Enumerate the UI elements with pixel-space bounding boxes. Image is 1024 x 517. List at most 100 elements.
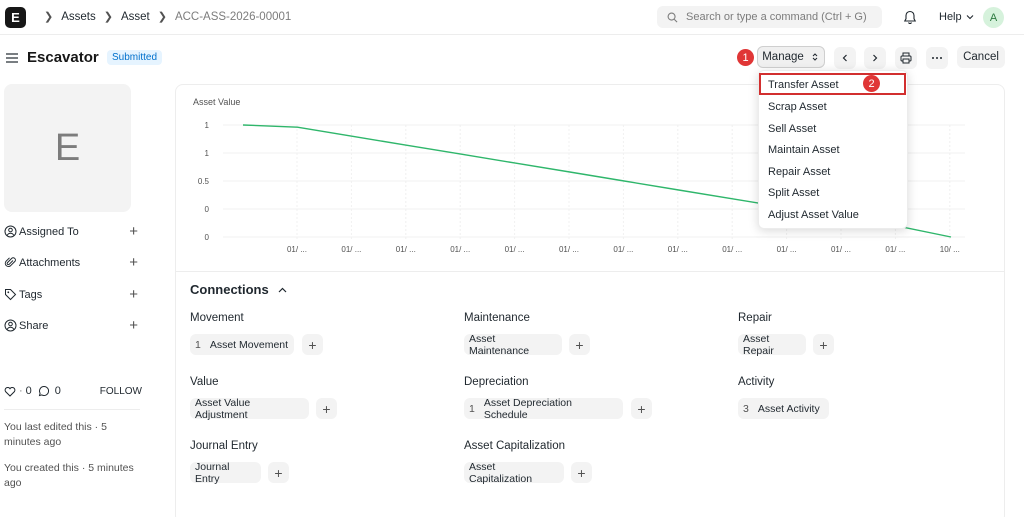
- search-bar[interactable]: Search or type a command (Ctrl + G): [657, 6, 882, 28]
- count: 1: [469, 402, 475, 415]
- bell-icon[interactable]: [903, 10, 917, 25]
- link-label: Asset Capitalization: [469, 460, 533, 485]
- x-tick-label: 01/ ...: [287, 245, 307, 254]
- connections-title: Connections: [190, 282, 269, 297]
- breadcrumb-assets[interactable]: Assets: [61, 10, 96, 23]
- link-asset-movement[interactable]: 1 Asset Movement: [190, 334, 294, 355]
- chevron-up-icon: [278, 287, 287, 292]
- navbar: E ❯ Assets ❯ Asset ❯ ACC-ASS-2026-00001 …: [0, 0, 1024, 35]
- add-asset-movement-button[interactable]: +: [302, 334, 323, 355]
- help-menu[interactable]: Help: [939, 11, 975, 23]
- y-tick-label: 0: [205, 205, 210, 214]
- add-assignee-icon[interactable]: +: [129, 223, 138, 240]
- comment-count: 0: [54, 385, 61, 397]
- link-label: Asset Depreciation Schedule: [483, 396, 572, 421]
- menu-item-sell-asset[interactable]: Sell Asset: [768, 123, 817, 135]
- print-button[interactable]: [895, 47, 917, 69]
- sidebar-divider: [4, 409, 140, 410]
- sidebar-item-assigned-to[interactable]: Assigned To +: [4, 224, 138, 239]
- sidebar-item-attachments[interactable]: Attachments +: [4, 255, 138, 270]
- connections-header[interactable]: Connections: [190, 282, 288, 297]
- x-tick-label: 01/ ...: [613, 245, 633, 254]
- share-user-icon: [4, 319, 17, 332]
- comment-icon[interactable]: [38, 385, 50, 397]
- add-tag-icon[interactable]: +: [129, 286, 138, 303]
- group-journal-entry: Journal Entry: [190, 440, 258, 452]
- link-asset-activity[interactable]: 3 Asset Activity: [738, 398, 829, 419]
- add-asset-value-adjustment-button[interactable]: +: [316, 398, 337, 419]
- help-label: Help: [939, 11, 962, 23]
- like-count: 0: [25, 385, 32, 397]
- step-1-marker: 1: [737, 49, 754, 66]
- sidebar-toggle-icon[interactable]: [6, 52, 18, 64]
- app-logo[interactable]: E: [5, 7, 26, 28]
- search-icon: [667, 12, 678, 22]
- x-tick-label: 10/ ...: [940, 245, 960, 254]
- asset-image-placeholder[interactable]: E: [4, 84, 131, 212]
- link-label: Asset Repair: [743, 332, 774, 357]
- step-2-marker: 2: [863, 75, 880, 92]
- add-asset-maintenance-button[interactable]: +: [569, 334, 590, 355]
- x-tick-label: 01/ ...: [777, 245, 797, 254]
- link-asset-value-adjustment[interactable]: Asset Value Adjustment: [190, 397, 309, 421]
- link-asset-repair[interactable]: Asset Repair: [738, 332, 806, 357]
- paperclip-icon: [4, 257, 16, 267]
- chevron-updown-icon: [812, 53, 818, 61]
- sidebar-item-label: Share: [19, 319, 49, 332]
- add-share-icon[interactable]: +: [129, 317, 138, 334]
- menu-item-maintain-asset[interactable]: Maintain Asset: [768, 144, 840, 156]
- add-attachment-icon[interactable]: +: [129, 254, 138, 271]
- more-actions-button[interactable]: [926, 47, 948, 69]
- created-text: You created this · 5 minutes ago: [4, 462, 134, 489]
- user-avatar[interactable]: A: [983, 7, 1004, 28]
- likes-comments-row: · 0 0 FOLLOW: [4, 385, 142, 397]
- manage-dropdown-menu: Transfer Asset Scrap Asset Sell Asset Ma…: [758, 70, 908, 229]
- cancel-button[interactable]: Cancel: [957, 46, 1005, 68]
- count: 3: [743, 402, 749, 415]
- follow-button[interactable]: FOLLOW: [99, 385, 142, 397]
- menu-item-split-asset[interactable]: Split Asset: [768, 187, 820, 199]
- y-tick-label: 0.5: [198, 177, 210, 186]
- add-asset-capitalization-button[interactable]: +: [571, 462, 592, 483]
- link-label: Asset Movement: [209, 338, 289, 351]
- add-journal-entry-button[interactable]: +: [268, 462, 289, 483]
- add-asset-repair-button[interactable]: +: [813, 334, 834, 355]
- chevron-down-icon: [966, 15, 974, 20]
- x-tick-label: 01/ ...: [668, 245, 688, 254]
- group-asset-capitalization: Asset Capitalization: [464, 440, 565, 452]
- manage-button[interactable]: Manage: [757, 46, 825, 68]
- link-asset-maintenance[interactable]: Asset Maintenance: [464, 332, 562, 357]
- link-label: Asset Activity: [757, 402, 820, 415]
- breadcrumb: ❯ Assets ❯ Asset ❯ ACC-ASS-2026-00001: [36, 10, 292, 24]
- group-maintenance: Maintenance: [464, 312, 530, 324]
- section-divider: [176, 271, 1004, 272]
- link-journal-entry[interactable]: Journal Entry: [190, 460, 261, 485]
- page-title: Escavator: [27, 49, 99, 66]
- link-asset-depreciation-schedule[interactable]: 1 Asset Depreciation Schedule: [464, 396, 623, 421]
- y-tick-label: 0: [205, 233, 210, 242]
- group-repair: Repair: [738, 312, 772, 324]
- menu-item-scrap-asset[interactable]: Scrap Asset: [768, 101, 827, 113]
- x-tick-label: 01/ ...: [885, 245, 905, 254]
- y-tick-label: 1: [205, 149, 210, 158]
- menu-item-repair-asset[interactable]: Repair Asset: [768, 166, 831, 178]
- sidebar-item-share[interactable]: Share +: [4, 318, 138, 333]
- group-value: Value: [190, 376, 219, 388]
- breadcrumb-current: ACC-ASS-2026-00001: [174, 10, 292, 23]
- menu-item-adjust-asset-value[interactable]: Adjust Asset Value: [768, 209, 859, 221]
- link-label: Journal Entry: [195, 460, 230, 485]
- menu-item-transfer-asset[interactable]: Transfer Asset: [768, 79, 839, 91]
- next-button[interactable]: [864, 47, 886, 69]
- heart-icon[interactable]: [4, 386, 16, 397]
- sidebar-item-tags[interactable]: Tags +: [4, 287, 138, 302]
- link-asset-capitalization[interactable]: Asset Capitalization: [464, 460, 564, 485]
- link-label: Asset Maintenance: [469, 332, 530, 357]
- x-tick-label: 01/ ...: [505, 245, 525, 254]
- add-asset-depreciation-schedule-button[interactable]: +: [631, 398, 652, 419]
- breadcrumb-asset[interactable]: Asset: [120, 10, 150, 23]
- x-tick-label: 01/ ...: [559, 245, 579, 254]
- chevron-right-icon: [873, 54, 878, 62]
- x-tick-label: 01/ ...: [450, 245, 470, 254]
- previous-button[interactable]: [834, 47, 856, 69]
- search-placeholder: Search or type a command (Ctrl + G): [686, 11, 867, 23]
